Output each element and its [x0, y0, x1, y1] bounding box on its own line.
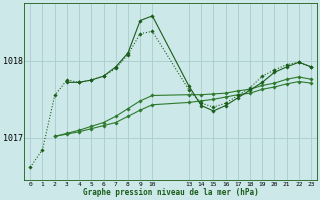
X-axis label: Graphe pression niveau de la mer (hPa): Graphe pression niveau de la mer (hPa)	[83, 188, 259, 197]
